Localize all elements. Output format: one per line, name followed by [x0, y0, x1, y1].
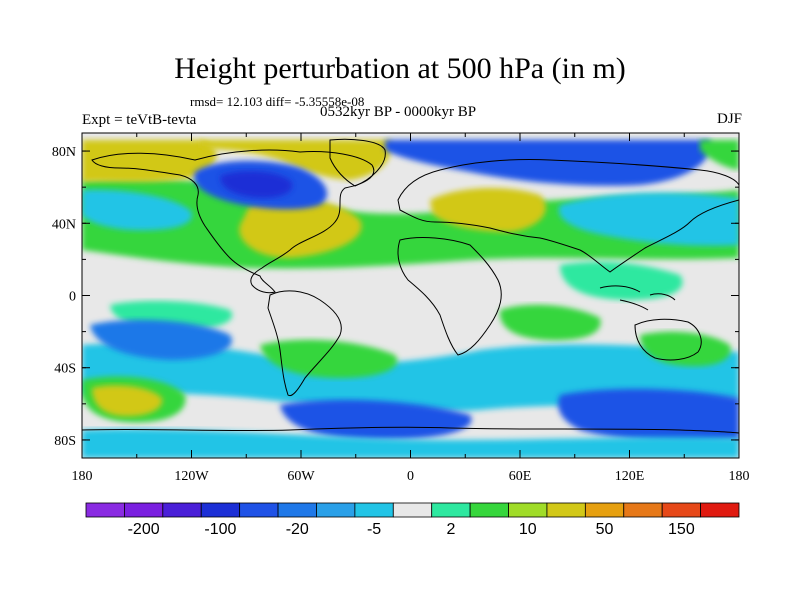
field-yellow-north-pacific	[82, 140, 217, 182]
experiment-label: Expt = teVtB-tevta	[82, 112, 197, 128]
x-tick-label: 120W	[174, 469, 209, 484]
colorbar-swatch	[469, 502, 509, 518]
field-darkblue-canada-core	[220, 171, 293, 198]
colorbar-swatch	[431, 502, 471, 518]
coast-eurasia	[397, 158, 739, 273]
x-tick-label: 60W	[287, 469, 315, 484]
field-cyan-north-pacific-rim	[558, 192, 739, 246]
y-tick-label: 40S	[54, 362, 76, 377]
x-tick-label: 120E	[615, 469, 645, 484]
field-cyan-sh-antarctic	[82, 428, 739, 458]
page-title: Height perturbation at 500 hPa (in m)	[174, 52, 626, 85]
x-tick-label: 0	[407, 469, 414, 484]
colorbar-swatch	[124, 502, 164, 518]
y-tick-label: 80N	[52, 145, 76, 160]
period-label: 0532kyr BP - 0000kyr BP	[320, 104, 477, 120]
coast-maritime-continent	[599, 285, 676, 311]
y-axis: 80N 40N 0 40S 80S	[52, 145, 739, 449]
coast-africa	[397, 237, 502, 356]
x-tick-label: 180	[72, 469, 93, 484]
colorbar-swatch	[200, 502, 241, 518]
stats-line: rmsd= 12.103 diff= -5.35558e-08	[190, 94, 365, 109]
height-field	[82, 133, 739, 458]
colorbar-label: 150	[668, 521, 695, 538]
field-yellow-atlantic	[239, 197, 362, 258]
colorbar-swatch	[277, 502, 317, 518]
coast-south-america	[267, 290, 342, 397]
colorbar-swatch	[239, 502, 279, 518]
field-green-sh-atlantic	[260, 339, 398, 378]
colorbar-label: -200	[128, 521, 160, 538]
field-green-tropics-east	[560, 261, 683, 300]
colorbar-swatch	[85, 502, 125, 518]
coast-antarctica	[82, 426, 739, 434]
colorbar-swatch	[316, 502, 356, 518]
x-tick-label: 60E	[509, 469, 532, 484]
y-tick-label: 0	[69, 290, 76, 305]
colorbar-label: 2	[446, 521, 455, 538]
x-axis: 180 120W 60W 0 60E 120E 180	[72, 133, 750, 484]
coast-greenland	[329, 138, 386, 187]
colorbar-swatch	[661, 502, 701, 518]
colorbar-swatch	[584, 502, 625, 518]
colorbar-swatch	[392, 502, 433, 518]
field-blue-sh-southern-ocean	[280, 399, 472, 440]
colorbar-label: 50	[596, 521, 614, 538]
colorbar-swatch	[354, 502, 394, 518]
colorbar-swatch	[508, 502, 548, 518]
field-green-arctic-east	[700, 140, 739, 170]
colorbar-swatch	[546, 502, 586, 518]
colorbar-label: -20	[286, 521, 309, 538]
x-tick-label: 180	[729, 469, 750, 484]
field-yellow-sh-pacific	[92, 385, 163, 417]
field-cyan-west-pacific	[82, 189, 192, 231]
y-tick-label: 80S	[54, 434, 76, 449]
season-label: DJF	[716, 111, 742, 127]
field-green-indian-ocean	[499, 304, 601, 341]
colorbar-swatch	[623, 502, 663, 518]
field-yellow-north-america	[200, 140, 391, 180]
colorbar-label: -100	[204, 521, 236, 538]
colorbar-label: -5	[367, 521, 381, 538]
colorbar-label: 10	[519, 521, 537, 538]
coastlines	[82, 138, 739, 434]
field-green-sh-australia	[640, 331, 731, 367]
colorbar-swatch	[162, 502, 202, 518]
field-blue-sh-pacific	[90, 319, 232, 360]
colorbar: -200 -100 -20 -5 2 10 50 150	[85, 502, 740, 538]
field-blue-eurasia-arctic	[385, 140, 711, 186]
coast-north-america	[91, 149, 375, 294]
colorbar-swatch	[700, 502, 740, 518]
y-tick-label: 40N	[52, 217, 76, 232]
field-yellow-eurasia	[430, 188, 546, 232]
coast-australia	[634, 318, 702, 361]
